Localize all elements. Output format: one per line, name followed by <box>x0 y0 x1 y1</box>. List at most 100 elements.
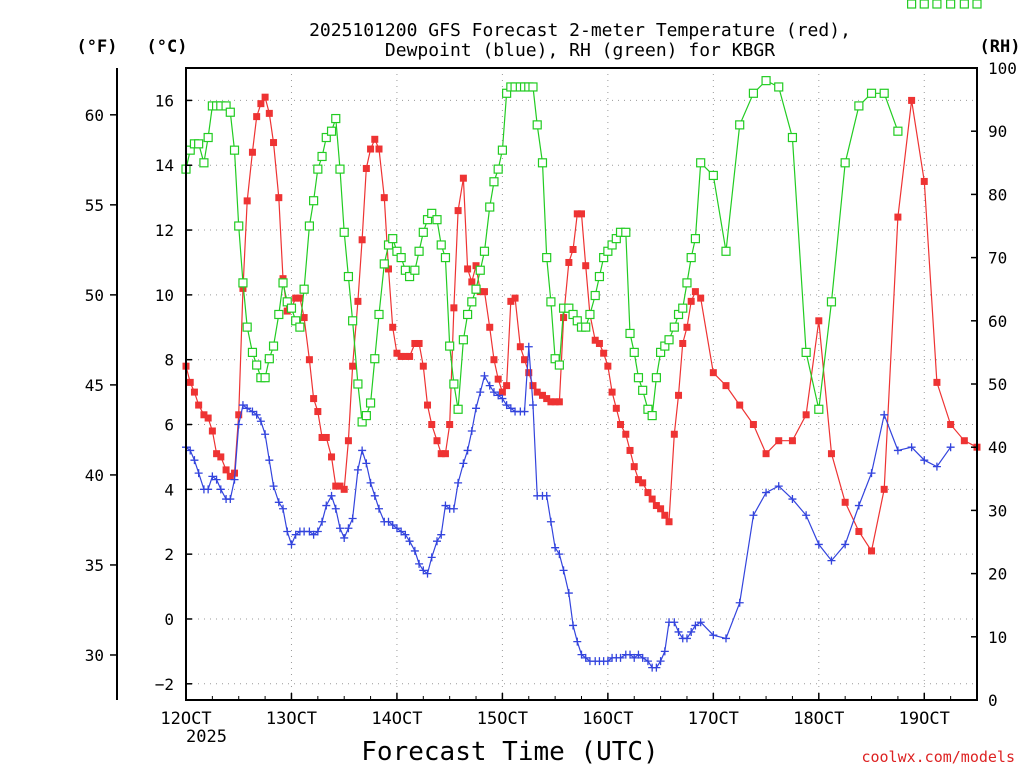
dewpoint-point <box>291 530 300 539</box>
dewpoint-point <box>559 566 568 575</box>
temperature-point <box>555 398 563 406</box>
temperature-point <box>525 369 533 377</box>
rh-point <box>242 322 252 332</box>
temperature-point <box>393 349 401 357</box>
temperature-point <box>551 398 559 406</box>
dewpoint-point <box>656 657 665 666</box>
rh-point <box>826 297 837 307</box>
dewpoint-point <box>230 475 239 484</box>
temperature-point <box>569 245 577 253</box>
celsius-tick-label: 12 <box>155 221 174 240</box>
temperature-point <box>464 265 472 273</box>
rh-point <box>396 253 406 263</box>
rh-point <box>286 303 297 313</box>
series-layer <box>182 0 982 672</box>
dewpoint-point <box>788 495 797 504</box>
dewpoint-point <box>467 426 476 435</box>
temperature-point <box>424 401 432 409</box>
celsius-tick-label: 16 <box>155 91 174 110</box>
dewpoint-point <box>502 401 511 410</box>
temperature-point <box>612 404 620 412</box>
temperature-point <box>736 401 744 409</box>
dewpoint-point <box>335 524 344 533</box>
temperature-point <box>322 433 330 441</box>
dewpoint-point <box>401 530 410 539</box>
temperature-point <box>490 356 498 364</box>
rh-point <box>866 88 877 98</box>
dewpoint-point <box>520 407 529 416</box>
fahrenheit-tick-label: 30 <box>85 646 104 665</box>
rh-point <box>374 309 384 320</box>
dewpoint-point <box>226 495 235 504</box>
dewpoint-point <box>687 627 696 636</box>
time-tick-label: 19OCT <box>899 709 950 729</box>
time-tick-label: 16OCT <box>582 709 633 729</box>
temperature-point <box>630 463 638 471</box>
dewpoint-point <box>449 504 458 513</box>
dewpoint-point <box>691 621 700 630</box>
celsius-tick-label: 6 <box>164 416 174 435</box>
dewpoint-point <box>696 618 705 627</box>
temperature-point <box>511 294 519 302</box>
fahrenheit-tick-label: 35 <box>85 556 104 575</box>
temperature-point <box>362 164 370 172</box>
dewpoint-point <box>265 456 274 465</box>
dewpoint-point <box>524 342 533 351</box>
temperature-point <box>679 339 687 347</box>
rh-point <box>247 347 258 357</box>
dewpoint-point <box>322 501 331 510</box>
fahrenheit-unit-label: (°F) <box>77 37 118 57</box>
time-tick-label: 15OCT <box>477 709 528 729</box>
dewpoint-point <box>318 517 327 526</box>
dewpoint-point <box>208 472 217 481</box>
rh-unit-label: (RH) <box>980 37 1021 57</box>
temperature-point <box>595 339 603 347</box>
dewpoint-point <box>472 404 481 413</box>
rh-tick-label: 70 <box>988 249 1007 268</box>
temperature-point <box>498 388 506 396</box>
temperature-point <box>634 476 642 484</box>
temperature-point <box>908 96 916 104</box>
temperature-point <box>265 109 273 117</box>
temperature-point <box>486 323 494 331</box>
dewpoint-point <box>638 653 647 662</box>
rh-point <box>633 373 644 383</box>
dewpoint-point <box>204 485 213 494</box>
temperature-point <box>450 304 458 312</box>
time-tick-label: 17OCT <box>688 709 739 729</box>
dewpoint-point <box>234 420 243 429</box>
temperature-point <box>186 378 194 386</box>
rh-tick-label: 80 <box>988 185 1007 204</box>
temperature-point <box>604 362 612 370</box>
temperature-point <box>213 450 221 458</box>
temperature-point <box>349 362 357 370</box>
dewpoint-point <box>709 631 718 640</box>
temperature-point <box>292 294 300 302</box>
rh-point <box>348 316 358 326</box>
temperature-point <box>529 382 537 390</box>
dewpoint-point <box>238 401 247 410</box>
rh-point <box>528 82 538 92</box>
rh-point <box>678 303 688 313</box>
temperature-point <box>305 356 313 364</box>
temperature-point <box>441 450 449 458</box>
rh-point <box>497 145 507 155</box>
temperature-point <box>200 411 208 419</box>
rh-point <box>404 271 415 282</box>
dewpoint-point <box>353 465 362 474</box>
rh-point <box>379 259 389 269</box>
dewpoint-point <box>480 371 489 380</box>
dewpoint-point <box>190 456 199 465</box>
temperature-point <box>639 479 647 487</box>
dewpoint-point <box>243 404 252 413</box>
temperature-point <box>661 511 669 519</box>
temperature-point <box>344 437 352 445</box>
temperature-point <box>336 482 344 490</box>
rh-point <box>313 164 323 174</box>
temperature-point <box>367 145 375 153</box>
rh-point <box>418 227 428 237</box>
temperature-point <box>226 472 234 480</box>
temperature-point <box>468 278 476 286</box>
dewpoint-point <box>256 417 265 426</box>
dewpoint-point <box>603 657 612 666</box>
